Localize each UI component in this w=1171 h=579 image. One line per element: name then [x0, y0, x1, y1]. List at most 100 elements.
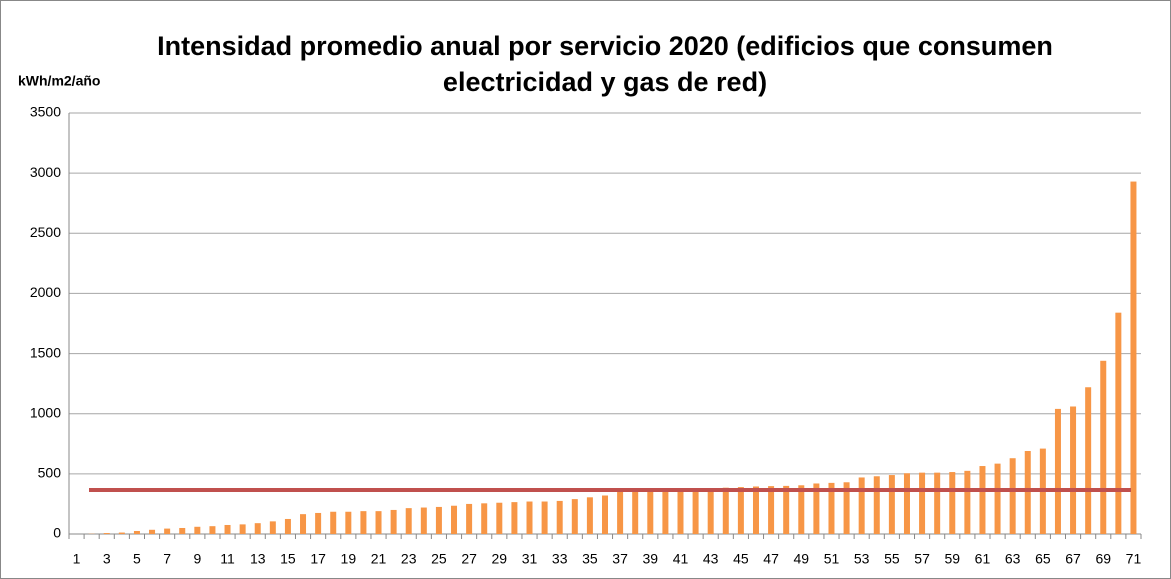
bar — [315, 512, 322, 534]
x-tick-label: 69 — [1095, 551, 1111, 567]
y-tick-label: 3000 — [30, 164, 61, 180]
y-tick-label: 2500 — [30, 224, 61, 240]
bar — [164, 528, 171, 534]
y-tick-label: 1500 — [30, 344, 61, 360]
bar — [496, 502, 503, 534]
bar — [511, 502, 518, 534]
bar — [858, 477, 865, 534]
bar — [420, 507, 427, 534]
y-tick-label: 2000 — [30, 284, 61, 300]
bar — [813, 483, 820, 534]
bar — [994, 463, 1001, 534]
bar — [586, 497, 593, 534]
bar — [1100, 360, 1107, 534]
x-tick-label: 47 — [763, 551, 779, 567]
bar — [1054, 408, 1061, 534]
x-tick-label: 71 — [1126, 551, 1142, 567]
bar — [194, 526, 201, 534]
bar — [360, 511, 367, 534]
bar — [1130, 181, 1137, 534]
x-tick-label: 13 — [250, 551, 266, 567]
bar — [1070, 406, 1077, 534]
bar — [330, 511, 337, 534]
bar — [481, 503, 488, 534]
bar — [300, 514, 307, 534]
bar — [103, 533, 110, 534]
bar — [526, 501, 533, 534]
bar — [1085, 387, 1092, 534]
x-tick-label: 39 — [643, 551, 659, 567]
x-tick-label: 29 — [492, 551, 508, 567]
x-tick-label: 61 — [975, 551, 991, 567]
bar — [571, 499, 578, 534]
bar — [828, 482, 835, 534]
x-tick-label: 23 — [401, 551, 417, 567]
bar — [1115, 312, 1122, 534]
x-tick-label: 3 — [103, 551, 111, 567]
bar — [783, 485, 790, 534]
bar — [722, 487, 729, 534]
bar — [149, 529, 156, 534]
bar — [752, 486, 759, 534]
bar — [390, 509, 397, 534]
x-tick-label: 65 — [1035, 551, 1051, 567]
bar — [118, 532, 125, 534]
bar — [949, 472, 956, 534]
bar — [888, 475, 895, 534]
bar — [903, 473, 910, 534]
x-tick-label: 55 — [884, 551, 900, 567]
bar — [602, 495, 608, 534]
bar — [179, 527, 186, 534]
bar — [209, 526, 216, 534]
y-tick-label: 500 — [38, 465, 62, 481]
y-tick-label: 0 — [53, 525, 61, 541]
bar — [964, 470, 971, 534]
bar — [405, 508, 412, 534]
x-tick-label: 53 — [854, 551, 870, 567]
x-tick-label: 19 — [341, 551, 357, 567]
bar — [632, 490, 639, 534]
bar — [133, 530, 140, 534]
y-tick-label: 1000 — [30, 404, 61, 420]
bar — [345, 511, 352, 534]
x-tick-label: 9 — [193, 551, 201, 567]
bar — [662, 489, 669, 534]
bar — [269, 521, 276, 534]
x-tick-label: 7 — [163, 551, 171, 567]
bar — [1024, 451, 1031, 534]
bar — [466, 503, 473, 534]
x-tick-label: 5 — [133, 551, 141, 567]
x-tick-label: 27 — [461, 551, 477, 567]
bar — [873, 476, 880, 534]
bar — [768, 486, 775, 534]
bar — [979, 466, 986, 534]
x-tick-label: 45 — [733, 551, 749, 567]
x-tick-label: 67 — [1065, 551, 1081, 567]
bar — [224, 524, 231, 534]
x-tick-label: 1 — [73, 551, 81, 567]
bar — [1009, 458, 1016, 534]
x-tick-label: 17 — [310, 551, 326, 567]
bar — [451, 505, 458, 534]
y-axis-label: kWh/m2/año — [18, 73, 100, 89]
x-tick-label: 41 — [673, 551, 689, 567]
x-tick-label: 33 — [552, 551, 568, 567]
x-tick-label: 21 — [371, 551, 387, 567]
bar — [435, 506, 442, 534]
bar — [284, 518, 291, 534]
chart-title: Intensidad promedio anual por servicio 2… — [157, 31, 1053, 97]
bar — [647, 490, 654, 534]
bar — [692, 488, 699, 534]
x-tick-label: 49 — [793, 551, 809, 567]
bar — [798, 485, 805, 534]
bar — [541, 501, 548, 534]
bar — [617, 491, 624, 534]
x-tick-label: 31 — [522, 551, 538, 567]
x-tick-label: 25 — [431, 551, 447, 567]
x-tick-label: 43 — [703, 551, 719, 567]
bar — [934, 472, 941, 534]
bar — [239, 524, 246, 534]
